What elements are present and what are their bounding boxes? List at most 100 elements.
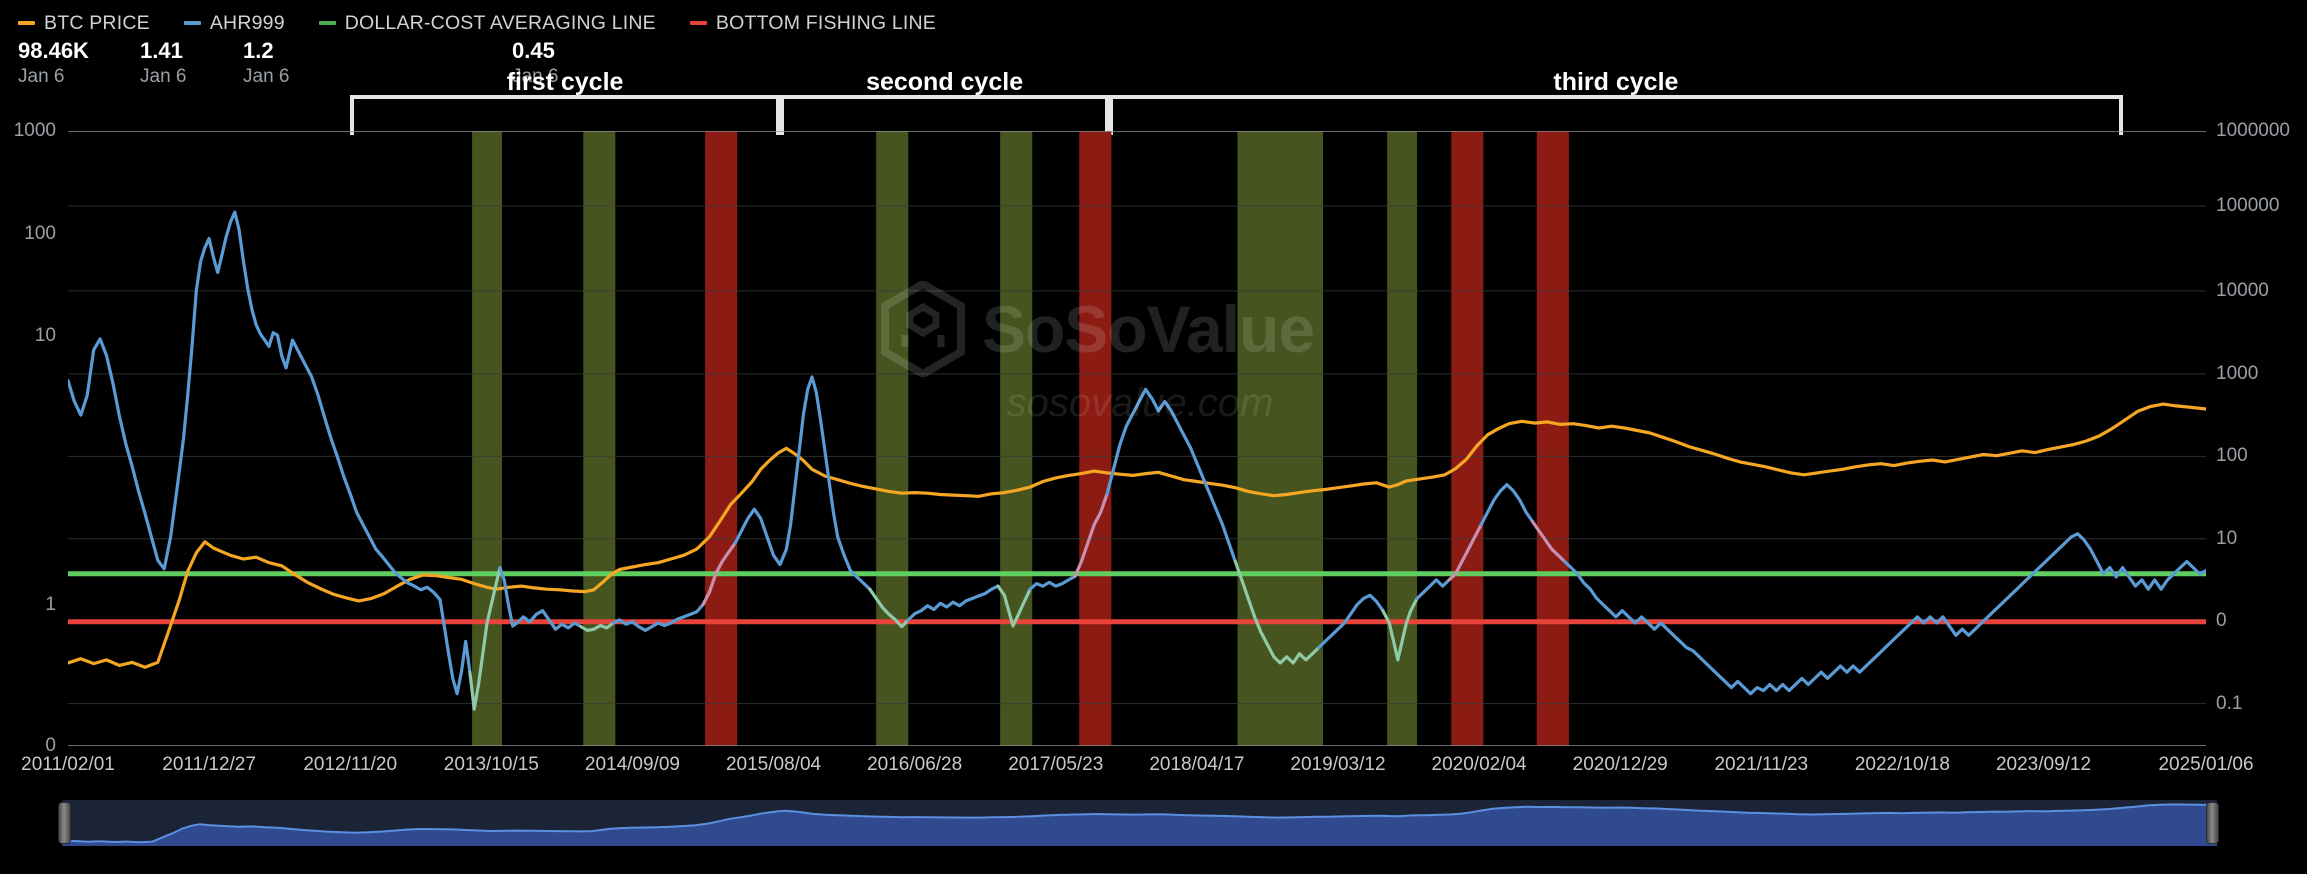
x-axis-tick: 2012/11/20 (303, 754, 398, 775)
x-axis-tick: 2019/03/12 (1290, 754, 1386, 775)
x-axis-tick: 2014/09/09 (584, 754, 680, 775)
chart-plot-area[interactable]: SoSoValue sosovalue.com (68, 131, 2206, 746)
x-axis-tick: 2016/06/28 (867, 754, 963, 775)
x-axis-tick: 2011/02/01 (21, 754, 115, 775)
y-axis-right-tick: 0.1 (2216, 692, 2243, 714)
series-line-ahr999 (733, 375, 872, 591)
y-axis-left-tick: 0 (45, 735, 56, 756)
cycle-label: first cycle (506, 68, 624, 96)
x-axis-tick: 2021/11/23 (1714, 754, 1809, 775)
readout-date: Jan 6 (18, 66, 65, 87)
highlight-band-red (1451, 131, 1484, 746)
x-axis-tick: 2023/09/12 (1995, 754, 2092, 775)
x-axis-tick: 2020/02/04 (1431, 754, 1527, 775)
readout-date: Jan 6 (243, 66, 290, 87)
y-axis-left-tick: 1000 (13, 120, 56, 141)
x-axis-tick: 2011/12/27 (162, 754, 256, 775)
x-axis-tick: 2018/04/17 (1149, 754, 1245, 775)
readout-value: 0.45 (512, 38, 555, 63)
x-axis-tick: 2015/08/04 (725, 754, 822, 775)
y-axis-right-tick: 10000 (2216, 279, 2269, 301)
series-line-ahr999 (1563, 532, 2206, 696)
cycle-label: second cycle (866, 68, 1024, 96)
minimap-handle-left[interactable] (58, 802, 71, 844)
series-line-ahr999 (1073, 492, 1109, 578)
readout-btc-price: 98.46K Jan 6 (18, 38, 89, 90)
series-line-ahr999 (579, 621, 615, 632)
series-line-ahr999 (68, 210, 472, 696)
legend-label: BOTTOM FISHING LINE (715, 11, 937, 34)
readout-dca-line: 1.2 Jan 6 (243, 38, 289, 90)
gridlines (68, 131, 2206, 746)
legend-swatch-icon (183, 21, 201, 25)
legend-swatch-icon (18, 21, 35, 25)
series-line-btc-price (68, 402, 2206, 669)
legend-swatch-icon (689, 21, 707, 25)
cycle-bracket (350, 95, 780, 135)
y-axis-right-tick: 1000 (2216, 362, 2259, 384)
legend-label: AHR999 (209, 11, 285, 34)
x-axis-tick: 2013/10/15 (443, 754, 539, 775)
x-axis-tick: 2020/12/29 (1572, 754, 1668, 775)
legend-label: BTC PRICE (44, 11, 150, 34)
range-minimap-scrollbar[interactable] (62, 800, 2217, 846)
minimap-chart (62, 803, 2217, 846)
series-line-ahr999 (1530, 519, 1567, 564)
series-line-ahr999 (1233, 559, 1321, 665)
highlight-bands (472, 131, 1569, 746)
highlight-band-red (1079, 131, 1112, 746)
series-line-ahr999 (1028, 574, 1077, 591)
series-line-ahr999 (996, 584, 1032, 628)
series-line-ahr999 (906, 584, 1000, 622)
reference-lines (68, 571, 2206, 625)
legend-label: DOLLAR-COST AVERAGING LINE (344, 11, 656, 34)
legend-item-bottom-fishing-line[interactable]: BOTTOM FISHING LINE (689, 11, 937, 35)
series-line-ahr999 (868, 587, 910, 629)
chart-canvas (68, 131, 2206, 746)
series-line-ahr999 (1105, 387, 1237, 564)
legend-swatch-icon (318, 21, 336, 25)
minimap-area (62, 804, 2217, 846)
readout-value: 1.41 (140, 38, 183, 63)
highlight-band-green (1000, 131, 1033, 746)
cycle-label: third cycle (1553, 68, 1679, 96)
x-axis-tick: 2017/05/23 (1008, 754, 1104, 775)
highlight-band-green (1237, 131, 1324, 746)
y-axis-left-tick: 10 (34, 324, 56, 346)
series-line-ahr999 (701, 541, 737, 607)
y-axis-right-tick: 100 (2216, 445, 2248, 467)
chart-legend: BTC PRICE AHR999 DOLLAR-COST AVERAGING L… (18, 12, 970, 34)
series-line-ahr999 (1447, 523, 1483, 582)
series-line-ahr999 (1415, 578, 1451, 600)
x-axis-tick: 2022/10/18 (1854, 754, 1950, 775)
readout-bottom-fishing-line: 0.45 Jan 6 (512, 38, 558, 90)
y-axis-right-tick: 1000000 (2216, 120, 2290, 141)
series-line-ahr999 (1479, 483, 1535, 527)
highlight-band-green (472, 131, 503, 746)
readout-date: Jan 6 (140, 66, 187, 87)
highlight-band-red (1536, 131, 1569, 746)
y-axis-left-tick: 100 (24, 222, 56, 244)
readout-value: 1.2 (243, 38, 274, 63)
readout-ahr999: 1.41 Jan 6 (140, 38, 186, 90)
series-line-ahr999 (1381, 596, 1419, 662)
minimap-handle-right[interactable] (2206, 802, 2219, 844)
legend-item-ahr999[interactable]: AHR999 (183, 11, 285, 35)
legend-item-dollar-cost-averaging-line[interactable]: DOLLAR-COST AVERAGING LINE (318, 11, 656, 35)
highlight-band-green (876, 131, 909, 746)
legend-item-btc-price[interactable]: BTC PRICE (18, 12, 150, 35)
highlight-band-green (1387, 131, 1418, 746)
cycle-bracket (779, 95, 1110, 135)
cycle-bracket (1109, 95, 2124, 135)
series-line-ahr999 (468, 566, 502, 711)
series-line-ahr999 (498, 566, 583, 631)
data-series (68, 210, 2206, 711)
readout-date: Jan 6 (512, 66, 559, 87)
x-axis-tick: 2025/01/06 (2158, 754, 2254, 775)
series-line-ahr999 (611, 603, 705, 632)
highlight-band-green (583, 131, 616, 746)
y-axis-right-tick: 10 (2216, 527, 2238, 549)
series-line-ahr999 (1317, 593, 1385, 650)
highlight-band-red (705, 131, 738, 746)
